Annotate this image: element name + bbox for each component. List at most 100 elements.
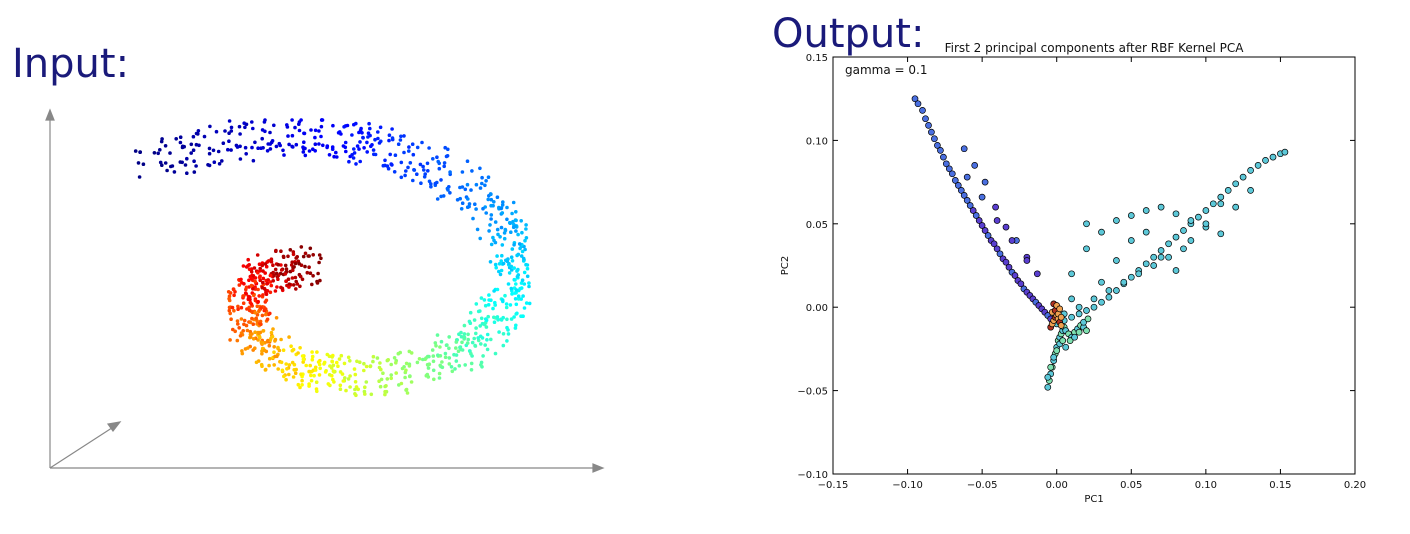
swiss-roll-point [354, 121, 358, 126]
swiss-roll-point [522, 282, 527, 286]
swiss-roll-point [235, 145, 240, 149]
swiss-roll-point [276, 277, 280, 282]
swiss-roll-point [236, 322, 240, 326]
swiss-roll-point [261, 276, 266, 281]
swiss-roll-point [514, 302, 519, 307]
swiss-roll-point [293, 275, 298, 280]
swiss-roll-point [459, 207, 464, 211]
swiss-roll-point [307, 254, 311, 258]
swiss-roll-point [284, 362, 289, 366]
swiss-roll-point [352, 367, 357, 371]
swiss-roll-point [335, 155, 339, 159]
swiss-roll-point [527, 281, 531, 285]
data-point [928, 128, 935, 136]
swiss-roll-point [515, 274, 520, 279]
swiss-roll-point [514, 323, 518, 328]
swiss-roll-point [325, 145, 329, 150]
swiss-roll-point [427, 354, 431, 359]
swiss-roll-point [458, 345, 462, 350]
swiss-roll-point [311, 253, 316, 257]
swiss-roll-point [365, 150, 370, 154]
data-point [1113, 217, 1120, 224]
swiss-roll-point [259, 306, 263, 310]
swiss-roll-point [453, 367, 457, 371]
swiss-roll-point [474, 326, 478, 330]
swiss-roll-point [439, 194, 443, 199]
swiss-roll-point [311, 274, 315, 278]
data-point [1202, 207, 1210, 214]
swiss-roll-point [495, 254, 499, 258]
data-point [1090, 295, 1098, 303]
swiss-roll-point [313, 135, 317, 140]
swiss-roll-point [229, 148, 233, 152]
swiss-roll-point [435, 197, 440, 201]
swiss-roll-point [353, 372, 358, 377]
swiss-roll-point [226, 290, 231, 294]
swiss-roll-point [437, 376, 442, 380]
swiss-roll-point [247, 278, 251, 283]
swiss-roll-point [310, 357, 315, 362]
swiss-roll-point [363, 385, 367, 390]
swiss-roll-point [256, 146, 260, 150]
swiss-roll-point [402, 150, 406, 155]
swiss-roll-point [350, 133, 354, 137]
swiss-roll-point [274, 144, 279, 149]
data-point [1247, 187, 1254, 194]
swiss-roll-point [474, 182, 479, 187]
data-point [1050, 353, 1058, 361]
data-point [1071, 333, 1078, 341]
swiss-roll-point [330, 359, 335, 364]
swiss-roll-point [226, 147, 230, 152]
swiss-roll-point [480, 336, 485, 340]
swiss-roll-point [243, 145, 248, 150]
swiss-roll-point [342, 125, 346, 129]
swiss-roll-point [265, 317, 270, 322]
input-x-axis-arrowhead [592, 463, 605, 473]
swiss-roll-point [462, 323, 467, 328]
swiss-roll-point [415, 172, 419, 176]
data-point [919, 107, 926, 114]
swiss-roll-point [163, 144, 168, 148]
swiss-roll-point [267, 356, 272, 361]
swiss-roll-point [299, 118, 303, 122]
swiss-roll-point [511, 225, 516, 229]
swiss-roll-point [323, 370, 328, 374]
swiss-roll-point [495, 287, 500, 292]
x-tick-label: −0.15 [818, 480, 849, 491]
swiss-roll-point [439, 178, 443, 182]
swiss-roll-point [500, 298, 505, 302]
swiss-roll-point [342, 361, 347, 366]
input-points [133, 118, 532, 398]
swiss-roll-point [358, 140, 362, 144]
swiss-roll-point [156, 151, 160, 156]
swiss-roll-point [510, 292, 514, 296]
swiss-roll-point [281, 254, 286, 259]
swiss-roll-point [431, 354, 436, 358]
swiss-roll-point [265, 282, 269, 286]
swiss-roll-point [473, 202, 477, 206]
swiss-roll-point [478, 309, 482, 313]
swiss-roll-point [310, 282, 314, 287]
swiss-roll-point [290, 118, 294, 122]
swiss-roll-point [291, 265, 295, 270]
swiss-roll-point [241, 301, 246, 306]
swiss-roll-point [302, 140, 306, 144]
swiss-roll-point [192, 159, 196, 163]
swiss-roll-point [268, 290, 273, 295]
swiss-roll-point [244, 122, 249, 127]
swiss-roll-point [505, 205, 509, 210]
swiss-roll-point [248, 320, 252, 324]
swiss-roll-point [463, 363, 468, 367]
swiss-roll-point [263, 367, 268, 372]
data-point [992, 203, 999, 211]
swiss-roll-point [485, 347, 490, 352]
data-point [1005, 263, 1013, 271]
swiss-roll-point [459, 334, 464, 339]
swiss-roll-point [496, 318, 500, 322]
swiss-roll-point [208, 124, 212, 129]
swiss-roll-point [249, 270, 254, 274]
data-point [1247, 167, 1254, 174]
swiss-roll-point [273, 339, 277, 343]
swiss-roll-point [429, 184, 433, 189]
swiss-roll-point [237, 326, 241, 330]
